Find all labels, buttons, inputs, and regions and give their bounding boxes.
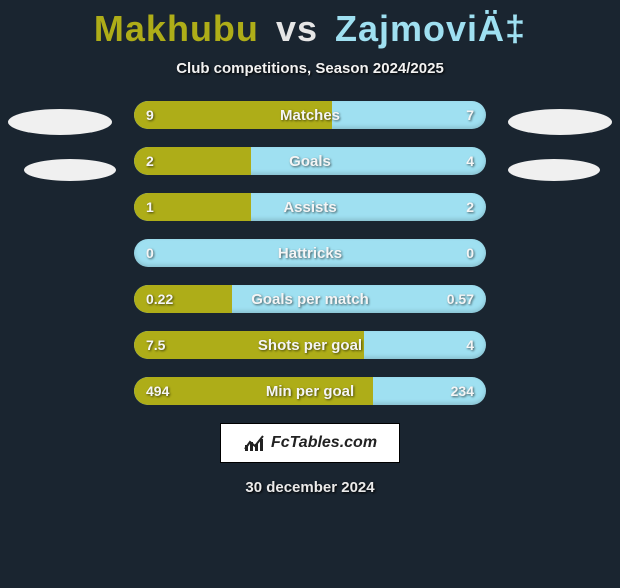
stat-fill-left <box>134 377 373 405</box>
comparison-title: Makhubu vs ZajmoviÄ‡ <box>0 8 620 50</box>
subtitle: Club competitions, Season 2024/2025 <box>0 60 620 77</box>
stat-row: 2Goals4 <box>134 147 486 175</box>
stat-value-right: 0.57 <box>447 285 474 313</box>
stat-value-right: 2 <box>466 193 474 221</box>
stat-row: 494Min per goal234 <box>134 377 486 405</box>
brand-chart-icon <box>243 433 267 453</box>
stat-fill-left <box>134 331 364 359</box>
stat-row: 0Hattricks0 <box>134 239 486 267</box>
stat-value-right: 0 <box>466 239 474 267</box>
stat-value-right: 4 <box>466 331 474 359</box>
stat-fill-left <box>134 285 232 313</box>
stat-value-right: 7 <box>466 101 474 129</box>
stat-value-left: 0 <box>146 239 154 267</box>
stat-fill-left <box>134 193 251 221</box>
player1-name: Makhubu <box>94 8 259 49</box>
player1-photo-placeholder <box>8 109 112 135</box>
stat-bars: 9Matches7 2Goals4 1Assists2 0Hattricks0 0.22… <box>134 101 486 405</box>
player1-club-placeholder <box>24 159 116 181</box>
stat-value-right: 234 <box>451 377 474 405</box>
brand-text: FcTables.com <box>271 434 377 452</box>
vs-label: vs <box>276 8 318 49</box>
date-label: 30 december 2024 <box>0 479 620 496</box>
player2-club-placeholder <box>508 159 600 181</box>
comparison-area: 9Matches7 2Goals4 1Assists2 0Hattricks0 0.22… <box>0 101 620 405</box>
stat-row: 9Matches7 <box>134 101 486 129</box>
stat-label: Hattricks <box>134 239 486 267</box>
stat-value-right: 4 <box>466 147 474 175</box>
stat-row: 1Assists2 <box>134 193 486 221</box>
stat-row: 7.5Shots per goal4 <box>134 331 486 359</box>
player2-photo-placeholder <box>508 109 612 135</box>
stat-fill-left <box>134 101 332 129</box>
brand-badge: FcTables.com <box>220 423 400 463</box>
player2-name: ZajmoviÄ‡ <box>335 8 526 49</box>
stat-row: 0.22Goals per match0.57 <box>134 285 486 313</box>
stat-fill-left <box>134 147 251 175</box>
